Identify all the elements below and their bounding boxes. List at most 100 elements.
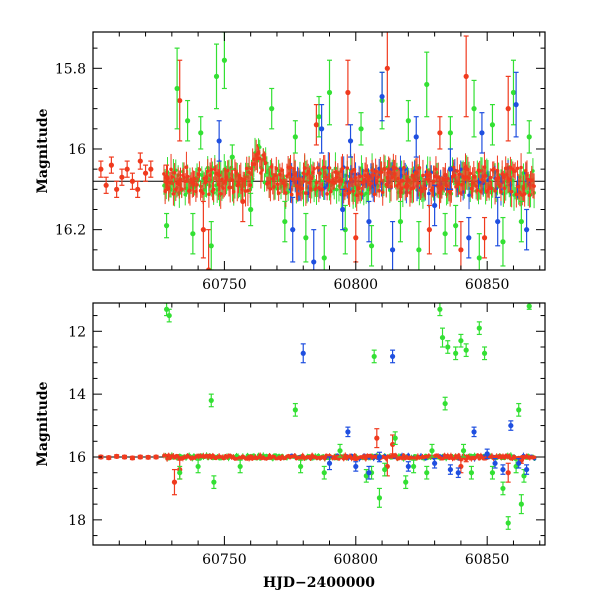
data-point-red bbox=[188, 188, 192, 193]
data-point-red bbox=[320, 187, 325, 192]
x-tick-label: 60850 bbox=[465, 277, 510, 293]
bottom-panel: 60750 60800 60850 12 14 16 18 Magnitude HJD−2400… bbox=[35, 302, 546, 591]
data-point-red bbox=[279, 178, 283, 183]
data-point-red bbox=[119, 174, 125, 180]
data-point-green bbox=[510, 89, 517, 96]
y-tick-label: 16.2 bbox=[55, 223, 86, 239]
data-point-red bbox=[308, 456, 313, 461]
data-point-red bbox=[98, 166, 104, 172]
data-point-red bbox=[457, 172, 462, 176]
data-point-red bbox=[288, 165, 293, 170]
data-point-blue bbox=[326, 460, 333, 466]
data-point-blue bbox=[479, 130, 485, 136]
data-point-green bbox=[439, 334, 446, 341]
data-point-red bbox=[463, 73, 469, 79]
data-point-red bbox=[121, 454, 128, 460]
data-point-red bbox=[337, 456, 341, 461]
data-point-red bbox=[481, 235, 488, 241]
data-point-green bbox=[442, 400, 448, 407]
data-point-red bbox=[163, 174, 170, 180]
data-point-blue bbox=[447, 166, 453, 172]
data-point-blue bbox=[432, 460, 438, 466]
data-point-red bbox=[499, 190, 503, 194]
data-point-red bbox=[218, 191, 223, 196]
data-point-red bbox=[455, 169, 460, 173]
data-point-green bbox=[526, 134, 532, 140]
data-point-blue bbox=[432, 202, 438, 209]
data-point-red bbox=[201, 191, 205, 196]
data-point-red bbox=[283, 191, 288, 195]
data-point-red bbox=[177, 97, 183, 104]
data-point-red bbox=[244, 166, 249, 171]
data-point-red bbox=[489, 186, 494, 191]
data-point-blue bbox=[524, 466, 530, 473]
data-point-green bbox=[190, 231, 196, 237]
data-point-red bbox=[492, 166, 496, 171]
data-point-red bbox=[295, 192, 300, 196]
data-point-red bbox=[145, 454, 151, 460]
data-point-blue bbox=[500, 466, 506, 473]
data-point-red bbox=[106, 455, 112, 461]
data-point-red bbox=[343, 453, 348, 458]
data-point-red bbox=[209, 167, 214, 172]
data-point-red bbox=[468, 171, 473, 176]
data-point-red bbox=[137, 158, 143, 164]
data-point-red bbox=[452, 456, 456, 461]
data-point-red bbox=[475, 453, 480, 457]
data-point-red bbox=[217, 173, 222, 178]
data-point-red bbox=[362, 454, 367, 458]
data-point-red bbox=[449, 453, 453, 458]
data-point-red bbox=[129, 178, 136, 184]
data-point-green bbox=[282, 218, 288, 225]
data-point-green bbox=[342, 227, 348, 233]
data-point-green bbox=[198, 130, 204, 136]
data-point-red bbox=[514, 192, 519, 197]
data-point-red bbox=[428, 172, 432, 177]
data-point-red bbox=[260, 168, 264, 172]
data-point-blue bbox=[447, 466, 453, 473]
data-point-red bbox=[384, 65, 390, 71]
data-point-red bbox=[266, 456, 270, 460]
data-point-red bbox=[299, 456, 303, 461]
data-point-green bbox=[166, 312, 172, 319]
data-point-red bbox=[312, 166, 316, 171]
y-axis-title: Magnitude bbox=[35, 381, 51, 466]
data-point-red bbox=[195, 183, 199, 187]
data-point-green bbox=[405, 118, 411, 124]
data-point-red bbox=[322, 165, 327, 170]
data-point-green bbox=[213, 73, 220, 79]
data-point-green bbox=[500, 239, 506, 245]
data-point-red bbox=[206, 267, 212, 270]
x-tick-label: 60800 bbox=[334, 552, 379, 568]
data-point-red bbox=[441, 456, 445, 461]
data-point-green bbox=[424, 470, 430, 476]
data-point-green bbox=[376, 495, 383, 501]
data-point-blue bbox=[495, 218, 501, 225]
data-point-green bbox=[292, 407, 298, 413]
data-point-red bbox=[302, 166, 307, 170]
data-point-red bbox=[240, 198, 246, 205]
y-tick-label: 16 bbox=[68, 450, 86, 466]
data-point-red bbox=[379, 170, 384, 174]
data-point-red bbox=[483, 174, 488, 178]
data-point-red bbox=[401, 179, 405, 183]
data-point-red bbox=[496, 175, 501, 180]
data-point-red bbox=[345, 166, 350, 170]
data-point-red bbox=[507, 454, 512, 458]
data-point-green bbox=[392, 435, 398, 441]
data-point-green bbox=[526, 303, 532, 309]
data-point-red bbox=[300, 186, 305, 191]
data-point-red bbox=[325, 192, 329, 196]
data-point-red bbox=[304, 191, 308, 195]
y-tick-label: 18 bbox=[68, 513, 86, 529]
data-point-red bbox=[353, 235, 359, 241]
data-point-green bbox=[429, 448, 435, 454]
data-point-blue bbox=[366, 470, 372, 476]
data-point-red bbox=[457, 453, 461, 458]
data-point-green bbox=[505, 520, 511, 526]
y-tick-label: 12 bbox=[68, 324, 86, 340]
data-point-red bbox=[103, 182, 109, 188]
data-point-red bbox=[453, 173, 457, 177]
data-point-red bbox=[318, 171, 322, 176]
data-point-green bbox=[476, 325, 482, 331]
